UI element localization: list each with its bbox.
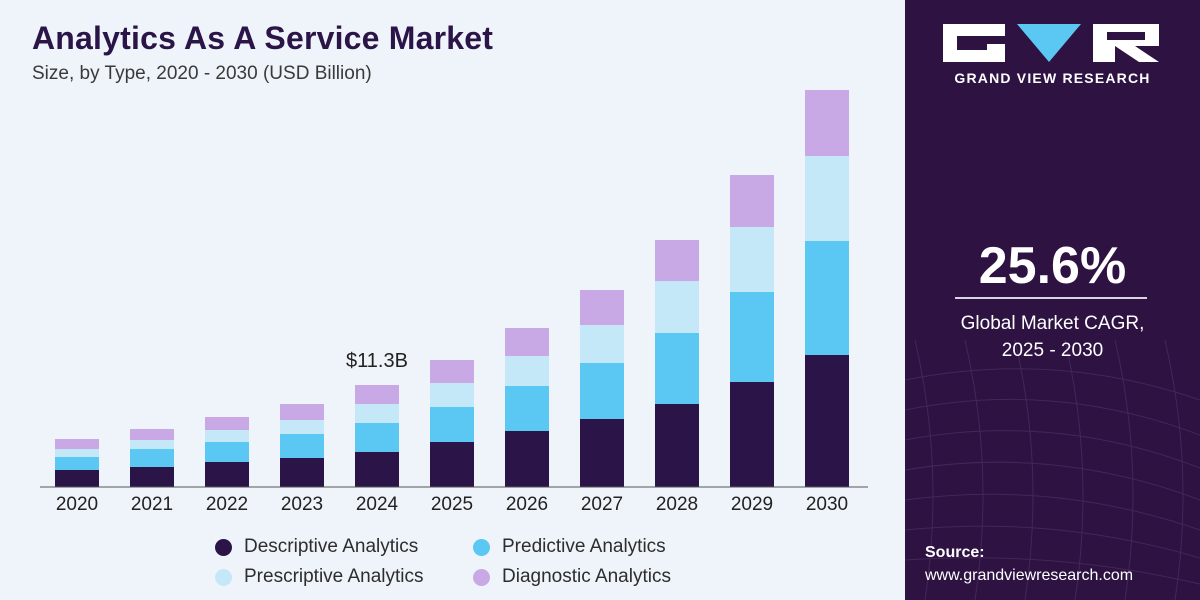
bar-segment-2021-diagnostic-analytics: [130, 429, 174, 440]
bar-segment-2024-predictive-analytics: [355, 423, 399, 452]
x-tick-label-2021: 2021: [131, 494, 173, 515]
bar-segment-2027-predictive-analytics: [580, 363, 624, 419]
cagr-label: Global Market CAGR, 2025 - 2030: [905, 310, 1200, 364]
x-tick-label-2030: 2030: [806, 494, 848, 515]
cagr-label-line1: Global Market CAGR,: [960, 313, 1145, 334]
bar-segment-2021-descriptive-analytics: [130, 467, 174, 487]
x-tick-label-2024: 2024: [356, 494, 399, 515]
bar-segment-2025-predictive-analytics: [430, 407, 474, 442]
chart-legend: Descriptive Analytics Predictive Analytic…: [215, 536, 735, 588]
bar-segment-2030-descriptive-analytics: [805, 355, 849, 487]
bar-segment-2028-descriptive-analytics: [655, 404, 699, 487]
mesh-background: [905, 340, 1200, 600]
x-tick-label-2029: 2029: [731, 494, 773, 515]
x-tick-label-2026: 2026: [506, 494, 548, 515]
side-panel: GRAND VIEW RESEARCH 25.6% Global Market …: [905, 0, 1200, 600]
bar-segment-2028-predictive-analytics: [655, 333, 699, 404]
bar-segment-2027-prescriptive-analytics: [580, 325, 624, 363]
legend-swatch: [473, 568, 490, 586]
bar-segment-2030-prescriptive-analytics: [805, 156, 849, 241]
bar-segment-2022-prescriptive-analytics: [205, 430, 249, 442]
bar-segment-2026-prescriptive-analytics: [505, 356, 549, 386]
bar-segment-2020-diagnostic-analytics: [55, 439, 99, 449]
cagr-value: 25.6%: [978, 237, 1127, 295]
bar-segment-2029-diagnostic-analytics: [730, 175, 774, 227]
bar-segment-2027-diagnostic-analytics: [580, 290, 624, 325]
x-tick-label-2020: 2020: [56, 494, 98, 515]
bar-segment-2020-descriptive-analytics: [55, 470, 99, 487]
bar-segment-2029-predictive-analytics: [730, 292, 774, 382]
bar-segment-2023-prescriptive-analytics: [280, 420, 324, 434]
bar-segment-2023-predictive-analytics: [280, 434, 324, 458]
bar-segment-2023-descriptive-analytics: [280, 458, 324, 487]
gvr-logo-icon: [943, 24, 1159, 62]
bar-segment-2026-predictive-analytics: [505, 386, 549, 431]
source-link[interactable]: www.grandviewresearch.com: [925, 567, 1134, 584]
bar-segment-2028-diagnostic-analytics: [655, 240, 699, 281]
bar-segment-2030-diagnostic-analytics: [805, 90, 849, 156]
bar-segment-2020-predictive-analytics: [55, 457, 99, 470]
bar-segment-2025-descriptive-analytics: [430, 442, 474, 487]
bar-segment-2021-prescriptive-analytics: [130, 440, 174, 449]
source-label: Source:: [925, 544, 985, 561]
bar-segment-2022-diagnostic-analytics: [205, 417, 249, 430]
bar-segment-2026-descriptive-analytics: [505, 431, 549, 487]
legend-label: Descriptive Analytics: [244, 536, 419, 557]
bar-segment-2024-descriptive-analytics: [355, 452, 399, 487]
bar-segment-2022-descriptive-analytics: [205, 462, 249, 487]
bar-annotation-2024: $11.3B: [346, 350, 408, 372]
bar-segment-2021-predictive-analytics: [130, 449, 174, 467]
bar-segment-2029-prescriptive-analytics: [730, 227, 774, 292]
bar-segment-2028-prescriptive-analytics: [655, 281, 699, 333]
bar-segment-2027-descriptive-analytics: [580, 419, 624, 487]
legend-label: Prescriptive Analytics: [244, 566, 424, 587]
x-tick-label-2022: 2022: [206, 494, 248, 515]
legend-item: Descriptive Analytics: [215, 536, 473, 558]
x-tick-label-2027: 2027: [581, 494, 623, 515]
bar-segment-2025-diagnostic-analytics: [430, 360, 474, 383]
bar-segment-2026-diagnostic-analytics: [505, 328, 549, 356]
x-tick-label-2028: 2028: [656, 494, 698, 515]
legend-item: Prescriptive Analytics: [215, 566, 473, 588]
brand-name: GRAND VIEW RESEARCH: [954, 70, 1151, 86]
stacked-bar-chart: 2020 2021 2022 2023 $11.3B 2024 2025 2026 2027 20…: [40, 90, 868, 515]
bar-segment-2024-diagnostic-analytics: [355, 385, 399, 404]
x-tick-label-2023: 2023: [281, 494, 323, 515]
chart-panel: Analytics As A Service Market Size, by T…: [32, 20, 868, 588]
chart-title: Analytics As A Service Market: [32, 20, 494, 56]
bar-segment-2030-predictive-analytics: [805, 241, 849, 355]
x-tick-label-2025: 2025: [431, 494, 473, 515]
legend-item: Diagnostic Analytics: [473, 566, 723, 588]
bar-segment-2025-prescriptive-analytics: [430, 383, 474, 407]
bar-segment-2023-diagnostic-analytics: [280, 404, 324, 420]
cagr-label-line2: 2025 - 2030: [1001, 340, 1104, 361]
bar-segment-2024-prescriptive-analytics: [355, 404, 399, 423]
legend-swatch: [215, 568, 232, 586]
legend-label: Predictive Analytics: [502, 536, 666, 557]
bar-segment-2020-prescriptive-analytics: [55, 449, 99, 457]
legend-label: Diagnostic Analytics: [502, 566, 671, 587]
cagr-divider: [955, 297, 1147, 299]
bar-segment-2029-descriptive-analytics: [730, 382, 774, 487]
bar-segment-2022-predictive-analytics: [205, 442, 249, 462]
legend-swatch: [215, 538, 232, 556]
legend-swatch: [473, 538, 490, 556]
chart-subtitle: Size, by Type, 2020 - 2030 (USD Billion): [32, 63, 372, 84]
legend-item: Predictive Analytics: [473, 536, 723, 558]
